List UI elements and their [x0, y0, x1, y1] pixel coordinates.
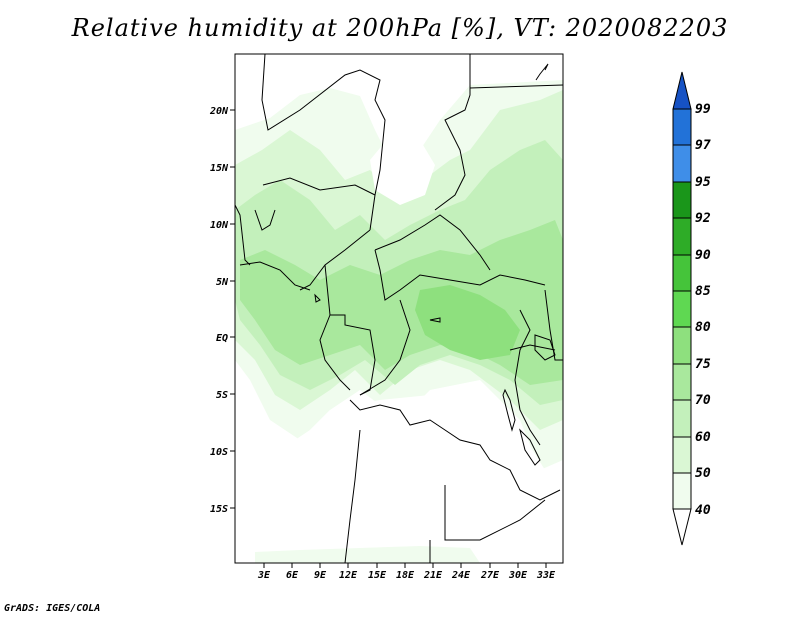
border-line	[324, 264, 376, 396]
humidity-region-desert	[370, 130, 435, 205]
colorbar-label: 97	[695, 138, 711, 153]
lat-label: 5S	[216, 390, 228, 401]
colorbar-label: 80	[695, 320, 711, 335]
colorbar-tip-high	[672, 71, 692, 110]
map-frame	[234, 53, 564, 564]
lon-label: 33E	[536, 570, 556, 581]
colorbar-box-95	[672, 144, 692, 183]
border-line	[374, 214, 491, 271]
colorbar-box-60	[672, 399, 692, 438]
lon-label: 21E	[423, 570, 443, 581]
border-line	[261, 54, 386, 231]
colorbar-box-80	[672, 290, 692, 328]
border-line	[514, 309, 541, 446]
colorbar-box-50	[672, 436, 692, 474]
lake-outline	[534, 334, 556, 361]
lon-label: 24E	[451, 570, 471, 581]
humidity-region-75	[415, 285, 520, 360]
border-line	[374, 249, 546, 301]
colorbar-label: 95	[695, 175, 711, 190]
lon-label: 18E	[396, 570, 415, 581]
colorbar-box-85	[672, 254, 692, 292]
lat-label: 20N	[209, 106, 229, 117]
colorbar-tip-low	[672, 508, 692, 546]
lat-label: 5N	[216, 277, 229, 288]
lon-label: 6E	[286, 570, 299, 581]
border-line	[434, 54, 471, 211]
colorbar	[672, 71, 692, 546]
humidity-region-south-edge	[255, 546, 480, 563]
lon-label: 15E	[368, 570, 387, 581]
longitude-labels: 3E 6E 9E 12E 15E 18E 21E 24E 27E 30E 33E	[257, 570, 556, 581]
lat-label: 10N	[210, 220, 229, 231]
lake-outline	[502, 388, 516, 432]
country-borders	[235, 54, 563, 563]
lon-label: 3E	[257, 570, 271, 581]
border-line	[444, 485, 546, 541]
grads-credit: GrADS: IGES/COLA	[4, 603, 101, 614]
colorbar-label: 60	[695, 430, 711, 445]
map-title: Relative humidity at 200hPa [%], VT: 202…	[71, 14, 729, 42]
colorbar-label: 40	[695, 503, 711, 518]
colorbar-label: 99	[695, 102, 711, 117]
colorbar-box-70	[672, 363, 692, 401]
colorbar-box-75	[672, 326, 692, 365]
border-line	[344, 429, 361, 563]
lat-label: 15S	[210, 504, 228, 515]
latitude-labels: 20N 15N 10N 5N EQ 5S 10S 15S	[209, 106, 229, 515]
colorbar-box-90	[672, 217, 692, 256]
border-line	[509, 344, 556, 351]
border-line	[235, 204, 251, 266]
colorbar-label: 75	[695, 357, 711, 372]
colorbar-box-40	[672, 472, 692, 510]
colorbar-box-92	[672, 181, 692, 219]
lon-label: 9E	[314, 570, 327, 581]
border-line	[239, 261, 311, 291]
lake-outline	[519, 428, 541, 466]
colorbar-label: 90	[695, 248, 711, 263]
lat-label: 10S	[210, 447, 228, 458]
colorbar-label: 92	[695, 211, 711, 226]
lat-label: 15N	[210, 163, 229, 174]
border-line	[349, 399, 561, 501]
border-line	[469, 84, 563, 89]
border-line	[262, 177, 376, 196]
border-line	[359, 299, 411, 396]
lat-label: EQ	[216, 333, 228, 344]
colorbar-box-97	[672, 108, 692, 146]
border-line	[535, 63, 549, 81]
colorbar-label: 50	[695, 466, 711, 481]
border-line	[254, 209, 276, 231]
map-ticks	[230, 109, 547, 568]
border-line	[319, 314, 351, 391]
lon-label: 30E	[508, 570, 528, 581]
humidity-field	[235, 80, 563, 563]
border-line	[544, 289, 563, 361]
lake-outline	[314, 293, 321, 303]
lake-outline	[429, 317, 441, 323]
lon-label: 27E	[480, 570, 500, 581]
colorbar-labels: 40 50 60 70 75 80 85 90 92 95 97 99	[695, 102, 711, 518]
colorbar-label: 70	[695, 393, 711, 408]
colorbar-label: 85	[695, 284, 711, 299]
humidity-region-south	[235, 395, 563, 563]
lon-label: 12E	[339, 570, 358, 581]
